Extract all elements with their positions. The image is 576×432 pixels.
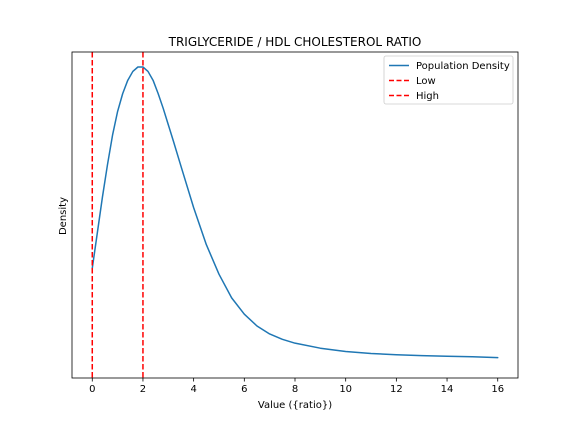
x-axis-label: Value ({ratio}) xyxy=(258,400,332,411)
x-tick-label-12: 12 xyxy=(390,384,403,395)
x-tick-label-10: 10 xyxy=(339,384,352,395)
series-line-density xyxy=(91,66,499,359)
legend-box xyxy=(383,55,514,105)
x-tick-label-2: 2 xyxy=(140,384,146,395)
x-tick-label-8: 8 xyxy=(292,384,298,395)
x-axis: 0 2 4 6 8 10 12 14 16 xyxy=(89,378,504,395)
legend-label-population-density: Population Density xyxy=(416,61,510,72)
x-tick-label-6: 6 xyxy=(241,384,247,395)
legend: Population Density Low High xyxy=(383,55,514,105)
x-tick-label-16: 16 xyxy=(491,384,504,395)
y-axis-label: Density xyxy=(58,197,69,235)
x-tick-label-0: 0 xyxy=(89,384,95,395)
legend-label-high: High xyxy=(416,91,439,102)
x-tick-label-14: 14 xyxy=(441,384,454,395)
chart-title: TRIGLYCERIDE / HDL CHOLESTEROL RATIO xyxy=(168,35,422,49)
x-tick-label-4: 4 xyxy=(190,384,196,395)
legend-label-low: Low xyxy=(416,76,436,87)
